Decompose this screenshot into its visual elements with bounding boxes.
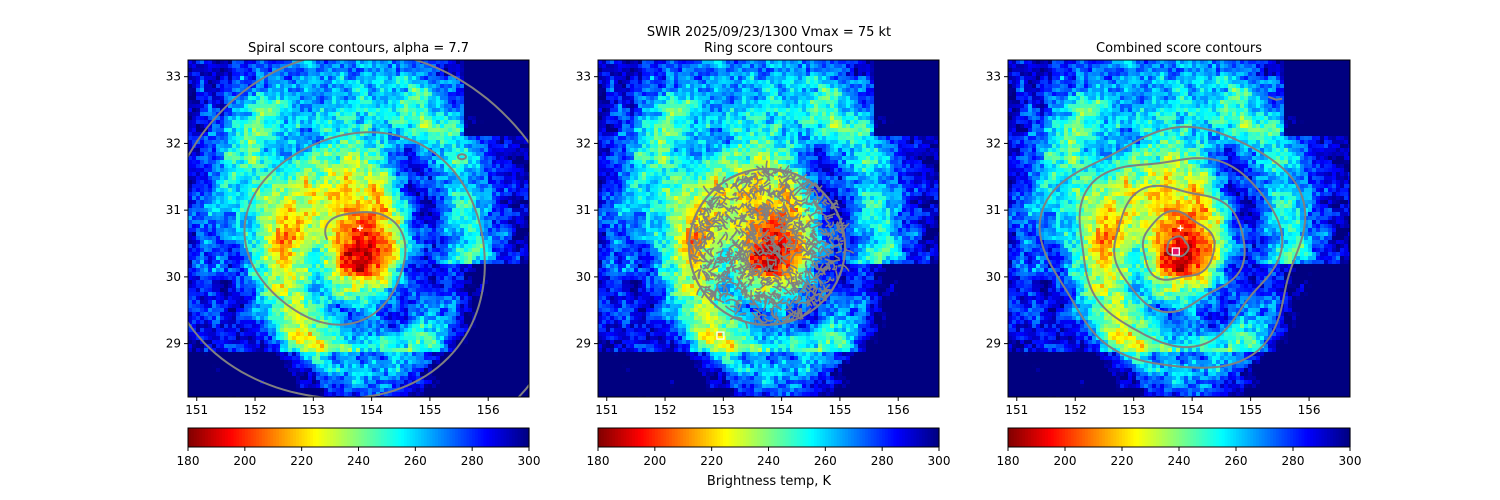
panel-title: Spiral score contours, alpha = 7.7 xyxy=(248,41,469,56)
x-tick-label: 156 xyxy=(887,403,910,417)
colorbar-tick-label: 300 xyxy=(1339,454,1362,468)
panel-1: Spiral score contours, alpha = 7.7 151 152… xyxy=(166,41,541,468)
brightness-heatmap xyxy=(188,60,529,397)
y-tick-label: 32 xyxy=(166,136,181,150)
concentric-contour xyxy=(1113,184,1246,314)
center-plus-marker xyxy=(356,225,363,232)
square-marker xyxy=(716,331,725,340)
brightness-heatmap xyxy=(1008,60,1350,397)
colorbar-tick-label: 220 xyxy=(1111,454,1134,468)
y-tick-label: 31 xyxy=(576,203,591,217)
x-tick-label: 154 xyxy=(360,403,383,417)
colorbar xyxy=(597,427,940,448)
spiral-contour xyxy=(188,60,529,397)
x-tick-label: 155 xyxy=(828,403,851,417)
y-tick-label: 29 xyxy=(986,337,1001,351)
y-tick-label: 29 xyxy=(576,337,591,351)
brightness-heatmap xyxy=(598,60,939,397)
small-contour xyxy=(456,153,467,161)
colorbar-tick-label: 260 xyxy=(1225,454,1248,468)
colorbar-tick-label: 200 xyxy=(233,454,256,468)
colorbar-tick-label: 280 xyxy=(871,454,894,468)
y-tick-label: 30 xyxy=(986,270,1001,284)
x-tick-label: 151 xyxy=(595,403,618,417)
concentric-contour xyxy=(1166,235,1190,258)
x-tick-label: 156 xyxy=(1298,403,1321,417)
y-tick-label: 33 xyxy=(166,70,181,84)
x-tick-label: 151 xyxy=(185,403,208,417)
colorbar-tick-label: 180 xyxy=(997,454,1020,468)
colorbar xyxy=(1007,427,1351,448)
colorbar-tick-label: 180 xyxy=(587,454,610,468)
x-tick-label: 153 xyxy=(302,403,325,417)
y-tick-label: 33 xyxy=(986,70,1001,84)
center-plus-marker xyxy=(1177,225,1184,232)
colorbar-tick-label: 240 xyxy=(347,454,370,468)
concentric-contour xyxy=(1078,157,1284,349)
axes-frame xyxy=(187,59,530,398)
y-tick-label: 30 xyxy=(576,270,591,284)
x-tick-label: 156 xyxy=(477,403,500,417)
x-tick-label: 153 xyxy=(1122,403,1145,417)
y-tick-label: 31 xyxy=(986,203,1001,217)
colorbar-tick-label: 220 xyxy=(700,454,723,468)
colorbar-label: Brightness temp, K xyxy=(707,474,832,489)
colorbar-tick-label: 240 xyxy=(757,454,780,468)
y-tick-label: 29 xyxy=(166,337,181,351)
colorbar-tick-label: 240 xyxy=(1168,454,1191,468)
score-contours xyxy=(1038,95,1307,369)
axes-frame xyxy=(597,59,940,398)
colorbar-tick-label: 260 xyxy=(814,454,837,468)
colorbar-tick-label: 280 xyxy=(461,454,484,468)
score-contours xyxy=(687,160,855,329)
panel-title: Combined score contours xyxy=(1096,41,1262,56)
ring-contours xyxy=(687,160,855,329)
y-tick-label: 31 xyxy=(166,203,181,217)
x-tick-label: 154 xyxy=(770,403,793,417)
colorbar xyxy=(187,427,530,448)
colorbar-tick-label: 180 xyxy=(177,454,200,468)
x-tick-label: 152 xyxy=(244,403,267,417)
y-tick-label: 33 xyxy=(576,70,591,84)
x-tick-label: 154 xyxy=(1181,403,1204,417)
x-tick-label: 155 xyxy=(418,403,441,417)
ring-contour-boundary xyxy=(687,167,847,326)
colorbar-tick-label: 300 xyxy=(928,454,951,468)
colorbar-tick-label: 200 xyxy=(1054,454,1077,468)
y-tick-label: 32 xyxy=(576,136,591,150)
concentric-contour xyxy=(1141,209,1216,281)
colorbar-tick-label: 260 xyxy=(404,454,427,468)
score-contours xyxy=(188,60,529,397)
panel-title: Ring score contours xyxy=(704,41,833,56)
panel-3: Combined score contours 151 152 153 154 155 15… xyxy=(986,41,1362,468)
x-tick-label: 152 xyxy=(654,403,677,417)
x-tick-label: 151 xyxy=(1005,403,1028,417)
y-tick-label: 30 xyxy=(166,270,181,284)
colorbar-tick-label: 300 xyxy=(518,454,541,468)
x-tick-label: 152 xyxy=(1064,403,1087,417)
y-tick-label: 32 xyxy=(986,136,1001,150)
colorbar-tick-label: 280 xyxy=(1282,454,1305,468)
figure-suptitle: SWIR 2025/09/23/1300 Vmax = 75 kt xyxy=(647,25,891,40)
panel-2: Ring score contours 151 152 153 154 155 156 29 3… xyxy=(576,41,951,468)
colorbar-tick-label: 200 xyxy=(643,454,666,468)
axes-frame xyxy=(1007,59,1351,398)
concentric-contour xyxy=(1038,125,1307,369)
x-tick-label: 153 xyxy=(712,403,735,417)
x-tick-label: 155 xyxy=(1239,403,1262,417)
colorbar-tick-label: 220 xyxy=(290,454,313,468)
square-marker xyxy=(1171,247,1180,256)
small-contour xyxy=(1267,95,1283,101)
